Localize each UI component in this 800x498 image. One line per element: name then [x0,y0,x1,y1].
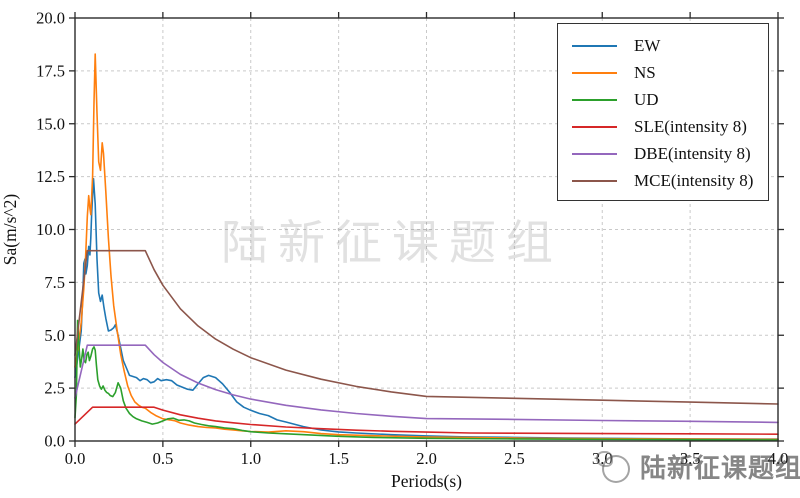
legend: EW NS UD SLE(intensity 8) DBE(intensity 8) MC… [557,23,769,201]
x-tick-label: 2.5 [504,449,525,468]
legend-item-ud: UD [572,87,756,112]
series-line-ew [74,177,779,440]
legend-item-sle-intensity-8-: SLE(intensity 8) [572,115,756,140]
legend-label: EW [634,35,661,55]
grid-lines [75,18,778,441]
x-tick-label: 4.0 [768,449,789,468]
watermark-corner-text: 陆新征课题组 [640,454,800,483]
legend-item-mce-intensity-8-: MCE(intensity 8) [572,169,756,194]
x-tick-label: 1.5 [328,449,349,468]
watermark-logo-icon [594,450,630,483]
legend-swatch [572,153,617,156]
y-tick-label: 2.5 [44,379,65,398]
series-line-ns [74,53,779,441]
legend-label: NS [634,62,656,82]
legend-swatch [572,98,617,101]
legend-label: MCE(intensity 8) [634,171,754,191]
legend-swatch [572,126,617,129]
x-tick-label: 1.0 [240,449,261,468]
legend-swatch [572,71,617,74]
y-tick-label: 15.0 [36,114,65,133]
y-tick-label: 0.0 [44,432,65,451]
legend-swatch [572,180,617,183]
legend-item-dbe-intensity-8-: DBE(intensity 8) [572,142,756,167]
x-axis-title: Periods(s) [391,471,462,491]
series-line-ud [74,319,779,441]
legend-label: DBE(intensity 8) [634,144,751,164]
y-tick-label: 10.0 [36,220,65,239]
y-tick-label: 5.0 [44,326,65,345]
x-tick-label: 0.5 [153,449,174,468]
watermark-corner: 陆新征课题组 [594,448,800,485]
tick-marks [69,12,784,447]
y-axis-title: Sa(m/s^2) [0,194,20,266]
legend-item-ns: NS [572,60,756,85]
x-tick-label: 0.0 [65,449,86,468]
series-line-sle-intensity-8- [74,406,779,436]
legend-label: SLE(intensity 8) [634,117,747,137]
series-line-dbe-intensity-8- [74,344,779,424]
series-line-mce-intensity-8- [74,249,779,405]
x-tick-label: 3.5 [680,449,701,468]
x-tick-label: 2.0 [416,449,437,468]
y-tick-label: 12.5 [36,167,65,186]
y-tick-label: 7.5 [44,273,65,292]
legend-swatch [572,44,617,47]
y-tick-label: 20.0 [36,9,65,28]
legend-item-ew: EW [572,33,756,58]
legend-label: UD [634,89,659,109]
y-tick-label: 17.5 [36,61,65,80]
